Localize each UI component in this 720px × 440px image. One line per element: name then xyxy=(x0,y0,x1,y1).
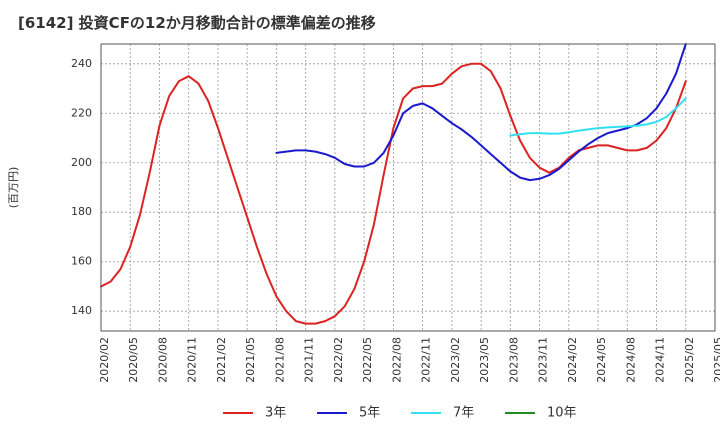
x-tick-label: 2021/11 xyxy=(303,337,316,383)
x-tick-label: 2023/02 xyxy=(449,337,462,383)
x-tick-label: 2022/08 xyxy=(390,337,403,383)
plot-background xyxy=(101,44,715,331)
x-tick-label: 2021/02 xyxy=(215,337,228,383)
series-line-1 xyxy=(275,43,687,182)
x-tick-label: 2025/02 xyxy=(683,337,696,383)
y-tick-label: 220 xyxy=(71,106,92,119)
y-tick-label: 160 xyxy=(71,255,92,268)
x-tick-label: 2024/08 xyxy=(624,337,637,383)
series-line-2 xyxy=(509,97,687,137)
x-tick-label: 2023/11 xyxy=(537,337,550,383)
legend-label-2: 7年 xyxy=(453,406,474,421)
y-axis-label: (百万円) xyxy=(7,167,20,209)
plot-area xyxy=(101,44,715,331)
y-tick-label: 180 xyxy=(71,205,92,218)
axes: 2020/02 2020/05 2020/08 2020/11 2021/02 2021/… xyxy=(7,43,720,383)
series-line-0 xyxy=(100,62,687,325)
series-lines xyxy=(100,43,687,325)
legend: 3年 5年 7年 10年 xyxy=(223,406,577,421)
legend-label-1: 5年 xyxy=(359,406,380,421)
x-tick-label: 2021/08 xyxy=(273,337,286,383)
x-tick-label: 2024/11 xyxy=(654,337,667,383)
x-tick-label: 2022/02 xyxy=(332,337,345,383)
x-tick-label: 2022/11 xyxy=(420,337,433,383)
x-tick-label: 2022/05 xyxy=(361,337,374,383)
x-tick-label: 2020/02 xyxy=(98,337,111,383)
x-tick-label: 2024/05 xyxy=(595,337,608,383)
x-tick-label: 2020/08 xyxy=(156,337,169,383)
legend-label-3: 10年 xyxy=(547,406,577,421)
x-tick-label: 2020/11 xyxy=(186,337,199,383)
legend-label-0: 3年 xyxy=(265,406,286,421)
x-tick-label: 2023/08 xyxy=(507,337,520,383)
x-tick-label: 2020/05 xyxy=(127,337,140,383)
y-tick-label: 240 xyxy=(71,57,92,70)
y-tick-label: 200 xyxy=(71,156,92,169)
x-tick-label: 2023/05 xyxy=(478,337,491,383)
x-tick-label: 2025/05 xyxy=(712,337,720,383)
y-tick-label: 140 xyxy=(71,304,92,317)
x-tick-label: 2021/05 xyxy=(244,337,257,383)
plot-border xyxy=(100,43,716,332)
x-tick-label: 2024/02 xyxy=(566,337,579,383)
chart-title: [6142] 投資CFの12か月移動合計の標準偏差の推移 xyxy=(18,14,376,32)
